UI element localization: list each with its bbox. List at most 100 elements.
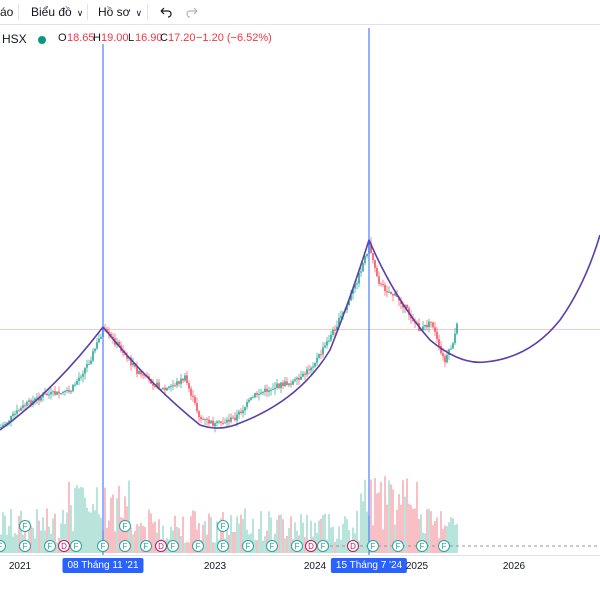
low-value: 16.90: [135, 32, 163, 44]
volume-bar: [254, 539, 256, 553]
event-flag[interactable]: F: [367, 540, 379, 552]
event-flag[interactable]: F: [167, 540, 179, 552]
candle-body: [8, 420, 10, 423]
event-flag[interactable]: F: [266, 540, 278, 552]
candle-body: [226, 419, 228, 423]
candle-body: [254, 393, 256, 398]
event-flag[interactable]: F: [217, 540, 229, 552]
event-flag[interactable]: F: [44, 540, 56, 552]
event-dividend[interactable]: D: [347, 540, 359, 552]
candle-body: [234, 417, 236, 421]
close-key: C: [160, 32, 168, 44]
candle-body: [94, 348, 96, 352]
volume-bar: [86, 507, 88, 553]
candle-body: [50, 392, 52, 395]
candle-body: [336, 326, 338, 331]
candle-body: [382, 284, 384, 286]
volume-bar: [4, 515, 6, 553]
event-flag[interactable]: F: [119, 540, 131, 552]
event-flag[interactable]: F: [416, 540, 428, 552]
candle-body: [154, 385, 156, 387]
volume-bar: [294, 522, 296, 553]
candle-body: [182, 378, 184, 381]
event-dividend[interactable]: D: [155, 540, 167, 552]
volume-bar: [112, 494, 114, 553]
candle-body: [372, 253, 374, 261]
volume-bar: [318, 520, 320, 553]
candle-body: [242, 410, 244, 413]
volume-bar: [284, 538, 286, 553]
candle-body: [262, 391, 264, 393]
event-flag[interactable]: F: [317, 540, 329, 552]
candle-body: [48, 394, 50, 396]
candle-body: [438, 339, 440, 346]
candle-body: [110, 333, 112, 337]
candle-body: [306, 369, 308, 375]
event-dividend[interactable]: D: [305, 540, 317, 552]
volume-bar: [358, 540, 360, 553]
volume-bar: [108, 520, 110, 553]
event-dividend[interactable]: D: [58, 540, 70, 552]
volume-bar: [162, 525, 164, 553]
volume-bar: [20, 510, 22, 553]
volume-bar: [390, 484, 392, 553]
event-flag[interactable]: F: [19, 520, 31, 532]
candle-body: [370, 242, 372, 254]
candle-body: [136, 366, 138, 374]
candle-body: [34, 398, 36, 401]
volume-bar: [454, 525, 456, 553]
volume-bar: [80, 486, 82, 553]
volume-bar: [264, 536, 266, 553]
volume-bar: [408, 503, 410, 553]
symbol-name[interactable]: HSX: [2, 32, 27, 46]
candle-body: [260, 392, 262, 395]
event-flag[interactable]: F: [140, 540, 152, 552]
volume-bar: [30, 525, 32, 553]
event-flag[interactable]: F: [19, 540, 31, 552]
redo-icon[interactable]: [184, 4, 200, 20]
event-flag[interactable]: F: [97, 540, 109, 552]
toolbar-alerts-button[interactable]: áo: [0, 0, 13, 24]
event-flag[interactable]: F: [192, 540, 204, 552]
volume-bar: [380, 481, 382, 553]
candle-body: [402, 303, 404, 308]
event-flag[interactable]: F: [70, 540, 82, 552]
volume-bar: [32, 527, 34, 553]
event-flag[interactable]: F: [392, 540, 404, 552]
candle-body: [274, 387, 276, 390]
event-flag[interactable]: F: [217, 520, 229, 532]
time-axis-label: 2023: [203, 561, 227, 572]
candle-body: [10, 415, 12, 421]
profile-menu-button[interactable]: Hồ sơ ∨: [98, 0, 142, 24]
candle-body: [394, 293, 396, 296]
volume-bar: [230, 515, 232, 553]
undo-icon[interactable]: [158, 4, 174, 20]
chart-menu-button[interactable]: Biểu đồ ∨: [31, 0, 83, 24]
event-flag[interactable]: F: [242, 540, 254, 552]
volume-bar: [28, 520, 30, 553]
candle-body: [308, 369, 310, 371]
time-axis[interactable]: 2021 08 Tháng 11 '21 2023 2024 15 Tháng …: [0, 555, 600, 578]
candle-body: [204, 418, 206, 420]
volume-bar: [36, 509, 38, 553]
event-flag[interactable]: F: [291, 540, 303, 552]
candle-body: [362, 263, 364, 272]
volume-bar: [334, 541, 336, 553]
price-chart[interactable]: [0, 0, 600, 560]
candle-body: [156, 382, 158, 387]
candle-body: [456, 323, 458, 334]
event-flag[interactable]: F: [438, 540, 450, 552]
candle-body: [60, 393, 62, 395]
candle-body: [100, 336, 102, 339]
volume-bar: [84, 497, 86, 553]
event-flag[interactable]: F: [119, 520, 131, 532]
candle-body: [162, 387, 164, 389]
volume-bar: [182, 516, 184, 553]
volume-bar: [210, 516, 212, 553]
candle-body: [388, 291, 390, 293]
candle-body: [52, 391, 54, 393]
candle-body: [160, 388, 162, 390]
candle-body: [288, 383, 290, 386]
candle-body: [84, 367, 86, 374]
volume-bar: [158, 519, 160, 553]
